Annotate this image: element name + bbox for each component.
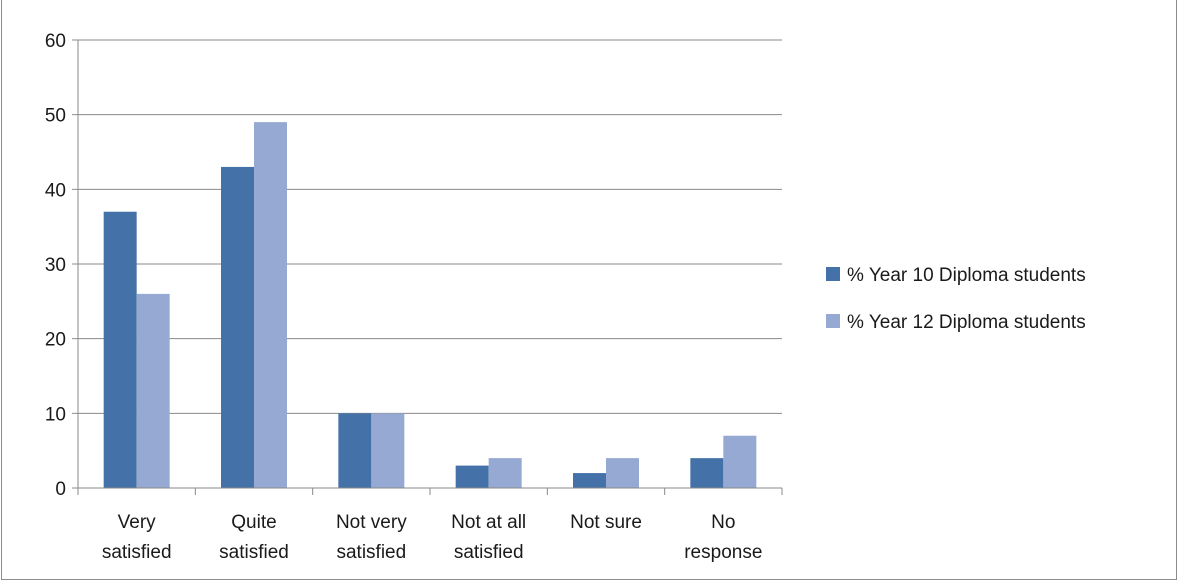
y-tick-label: 20: [45, 330, 66, 351]
x-tick-label-line: No: [711, 512, 735, 533]
bar-series-2-3: [371, 413, 405, 488]
x-tick-label-line: satisfied: [336, 542, 406, 563]
legend: % Year 10 Diploma students % Year 12 Dipl…: [826, 265, 1086, 333]
x-tick-label: Quite satisfied: [219, 512, 289, 563]
x-tick-label-line: Not sure: [570, 512, 642, 533]
x-tick-label: No response: [684, 512, 762, 563]
y-tick-labels: 0 10 20 30 40 50 60: [45, 31, 66, 500]
y-tick-label: 40: [45, 180, 66, 201]
x-tick-label-line: Quite: [231, 512, 276, 533]
bar-series-1-1: [103, 211, 137, 488]
legend-label-1: % Year 10 Diploma students: [847, 265, 1086, 286]
x-tick-label: Very satisfied: [102, 512, 172, 563]
legend-label-2: % Year 12 Diploma students: [847, 312, 1086, 333]
y-tick-label: 50: [45, 106, 66, 127]
bar-series-2-6: [723, 435, 757, 488]
bar-series-2-4: [488, 458, 522, 488]
bars: [103, 122, 757, 488]
bar-series-2-2: [254, 122, 287, 488]
x-tick-label-line: satisfied: [454, 542, 524, 563]
y-tick-label: 30: [45, 255, 66, 276]
bar-series-2-5: [606, 458, 639, 488]
bar-series-2-1: [136, 293, 170, 488]
axes: [72, 39, 783, 495]
x-tick-label-line: satisfied: [219, 542, 289, 563]
x-tick-label-line: response: [684, 542, 762, 563]
x-tick-label: Not very satisfied: [336, 512, 407, 563]
bar-series-1-3: [338, 413, 372, 488]
legend-swatch-2: [826, 314, 840, 328]
bar-series-1-4: [455, 465, 489, 488]
x-tick-label-line: Not very: [336, 512, 407, 533]
x-tick-label-line: Very: [118, 512, 157, 533]
x-tick-label-line: Not at all: [451, 512, 526, 533]
bar-series-1-2: [221, 166, 254, 488]
gridlines: [78, 39, 782, 414]
x-tick-label: Not at all satisfied: [451, 512, 526, 563]
x-tick-label: Not sure: [570, 512, 642, 533]
y-tick-label: 0: [55, 479, 66, 500]
bar-series-1-5: [573, 473, 606, 488]
y-tick-label: 10: [45, 404, 66, 425]
y-tick-label: 60: [45, 31, 66, 52]
x-tick-label-line: satisfied: [102, 542, 172, 563]
x-tick-labels: Very satisfied Quite satisfied Not very satis…: [102, 512, 763, 563]
bar-series-1-6: [690, 458, 724, 488]
legend-swatch-1: [826, 267, 840, 281]
